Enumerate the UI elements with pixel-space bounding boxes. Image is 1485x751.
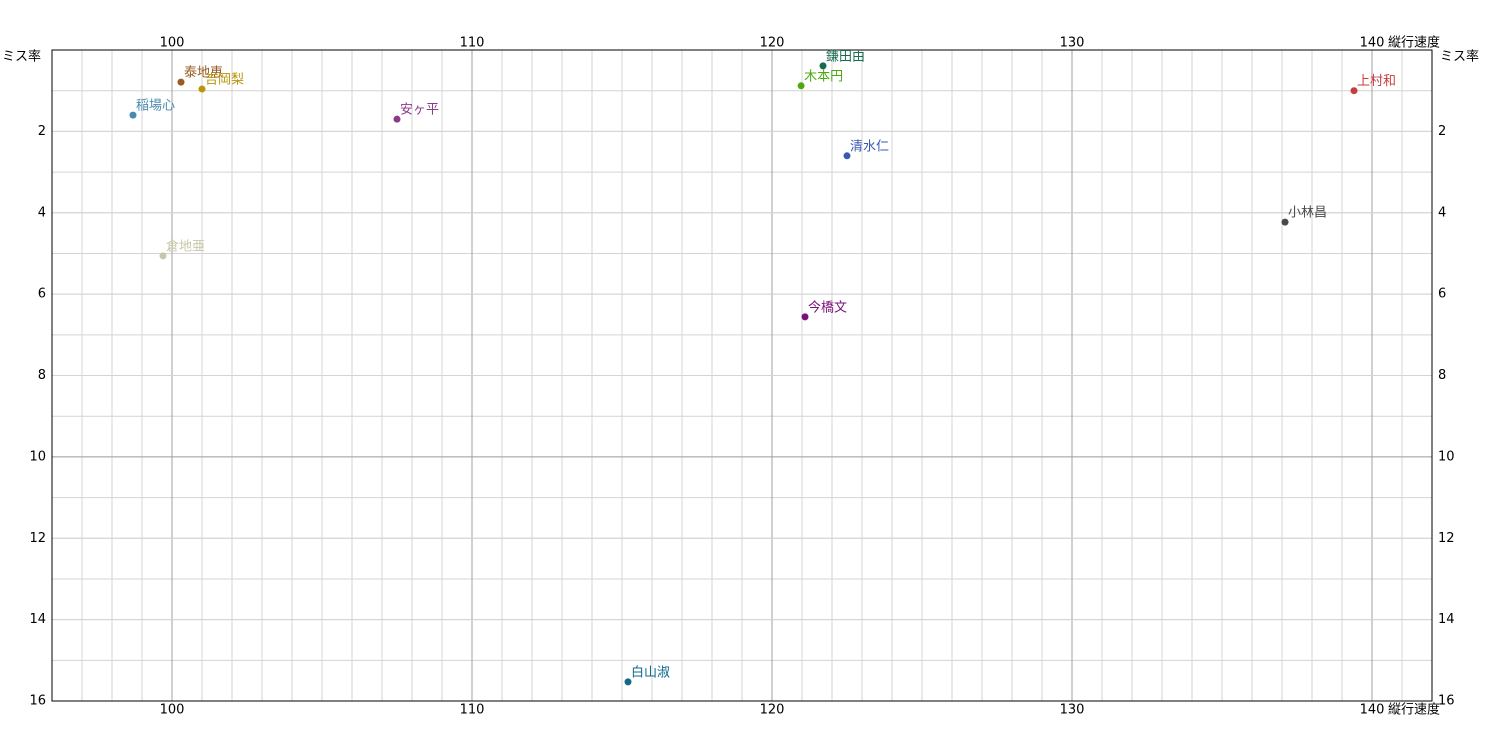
y2-tick-label: 10	[1438, 449, 1455, 464]
point-label: 今橋文	[808, 299, 847, 315]
y-tick-label: 10	[29, 449, 46, 464]
point	[819, 62, 827, 70]
x-tick-label-top: 120	[760, 36, 785, 51]
y2-axis-label: ミス率	[1440, 49, 1479, 65]
point	[1281, 218, 1289, 226]
point-label: 吉岡梨	[205, 73, 244, 88]
point-label: 上村和	[1357, 74, 1396, 89]
x-tick-label: 140	[1360, 703, 1385, 718]
y2-tick-label: 12	[1438, 531, 1455, 546]
point	[129, 111, 137, 119]
point-label: 白山淑	[631, 664, 670, 680]
y2-tick-label: 4	[1438, 205, 1446, 220]
y2-tick-label: 8	[1438, 368, 1446, 383]
y2-tick-label: 2	[1438, 124, 1446, 139]
point-label: 木本円	[804, 69, 843, 84]
x-tick-label: 100	[160, 703, 185, 718]
x-tick-label-top: 110	[460, 36, 485, 51]
point-label: 稲場心	[136, 99, 175, 114]
y-tick-label: 12	[29, 531, 46, 546]
x-tick-label-top: 140	[1360, 36, 1385, 51]
point-label: 倉地亜	[166, 239, 205, 254]
point-label: 泰地恵	[184, 66, 223, 81]
point-label: 鎌田由	[826, 49, 865, 64]
y-tick-label: 14	[29, 612, 46, 627]
point	[843, 152, 851, 160]
point-label: 小林昌	[1288, 206, 1327, 221]
point	[801, 313, 809, 321]
point-label: 清水仁	[850, 139, 889, 154]
x-tick-label-top: 130	[1060, 36, 1085, 51]
point	[797, 82, 805, 90]
point	[198, 85, 206, 93]
y-tick-label: 6	[38, 287, 46, 302]
y2-tick-label: 6	[1438, 287, 1446, 302]
x-tick-label: 110	[460, 703, 485, 718]
y2-tick-label: 16	[1438, 694, 1455, 709]
point	[1350, 87, 1358, 95]
x-tick-label-top: 100	[160, 36, 185, 51]
y-tick-label: 4	[38, 205, 46, 220]
point	[393, 115, 401, 123]
x-axis-label: 縦行速度	[1388, 702, 1440, 718]
y-tick-label: 8	[38, 368, 46, 383]
point	[624, 678, 632, 686]
point-label: 安ヶ平	[400, 103, 439, 118]
plot-border	[51, 49, 1433, 702]
x-axis-label-top: 縦行速度	[1388, 35, 1440, 51]
y-tick-label: 2	[38, 124, 46, 139]
y-tick-label: 16	[29, 694, 46, 709]
ticks: 100 100 110 110 120 120 130 130 140 140 2 2 4 4 6 6 8 8 10…	[29, 36, 1454, 718]
point	[177, 78, 185, 86]
x-tick-label: 130	[1060, 703, 1085, 718]
y2-tick-label: 14	[1438, 612, 1455, 627]
x-tick-label: 120	[760, 703, 785, 718]
point	[159, 252, 167, 260]
y-axis-label: ミス率	[2, 49, 41, 65]
